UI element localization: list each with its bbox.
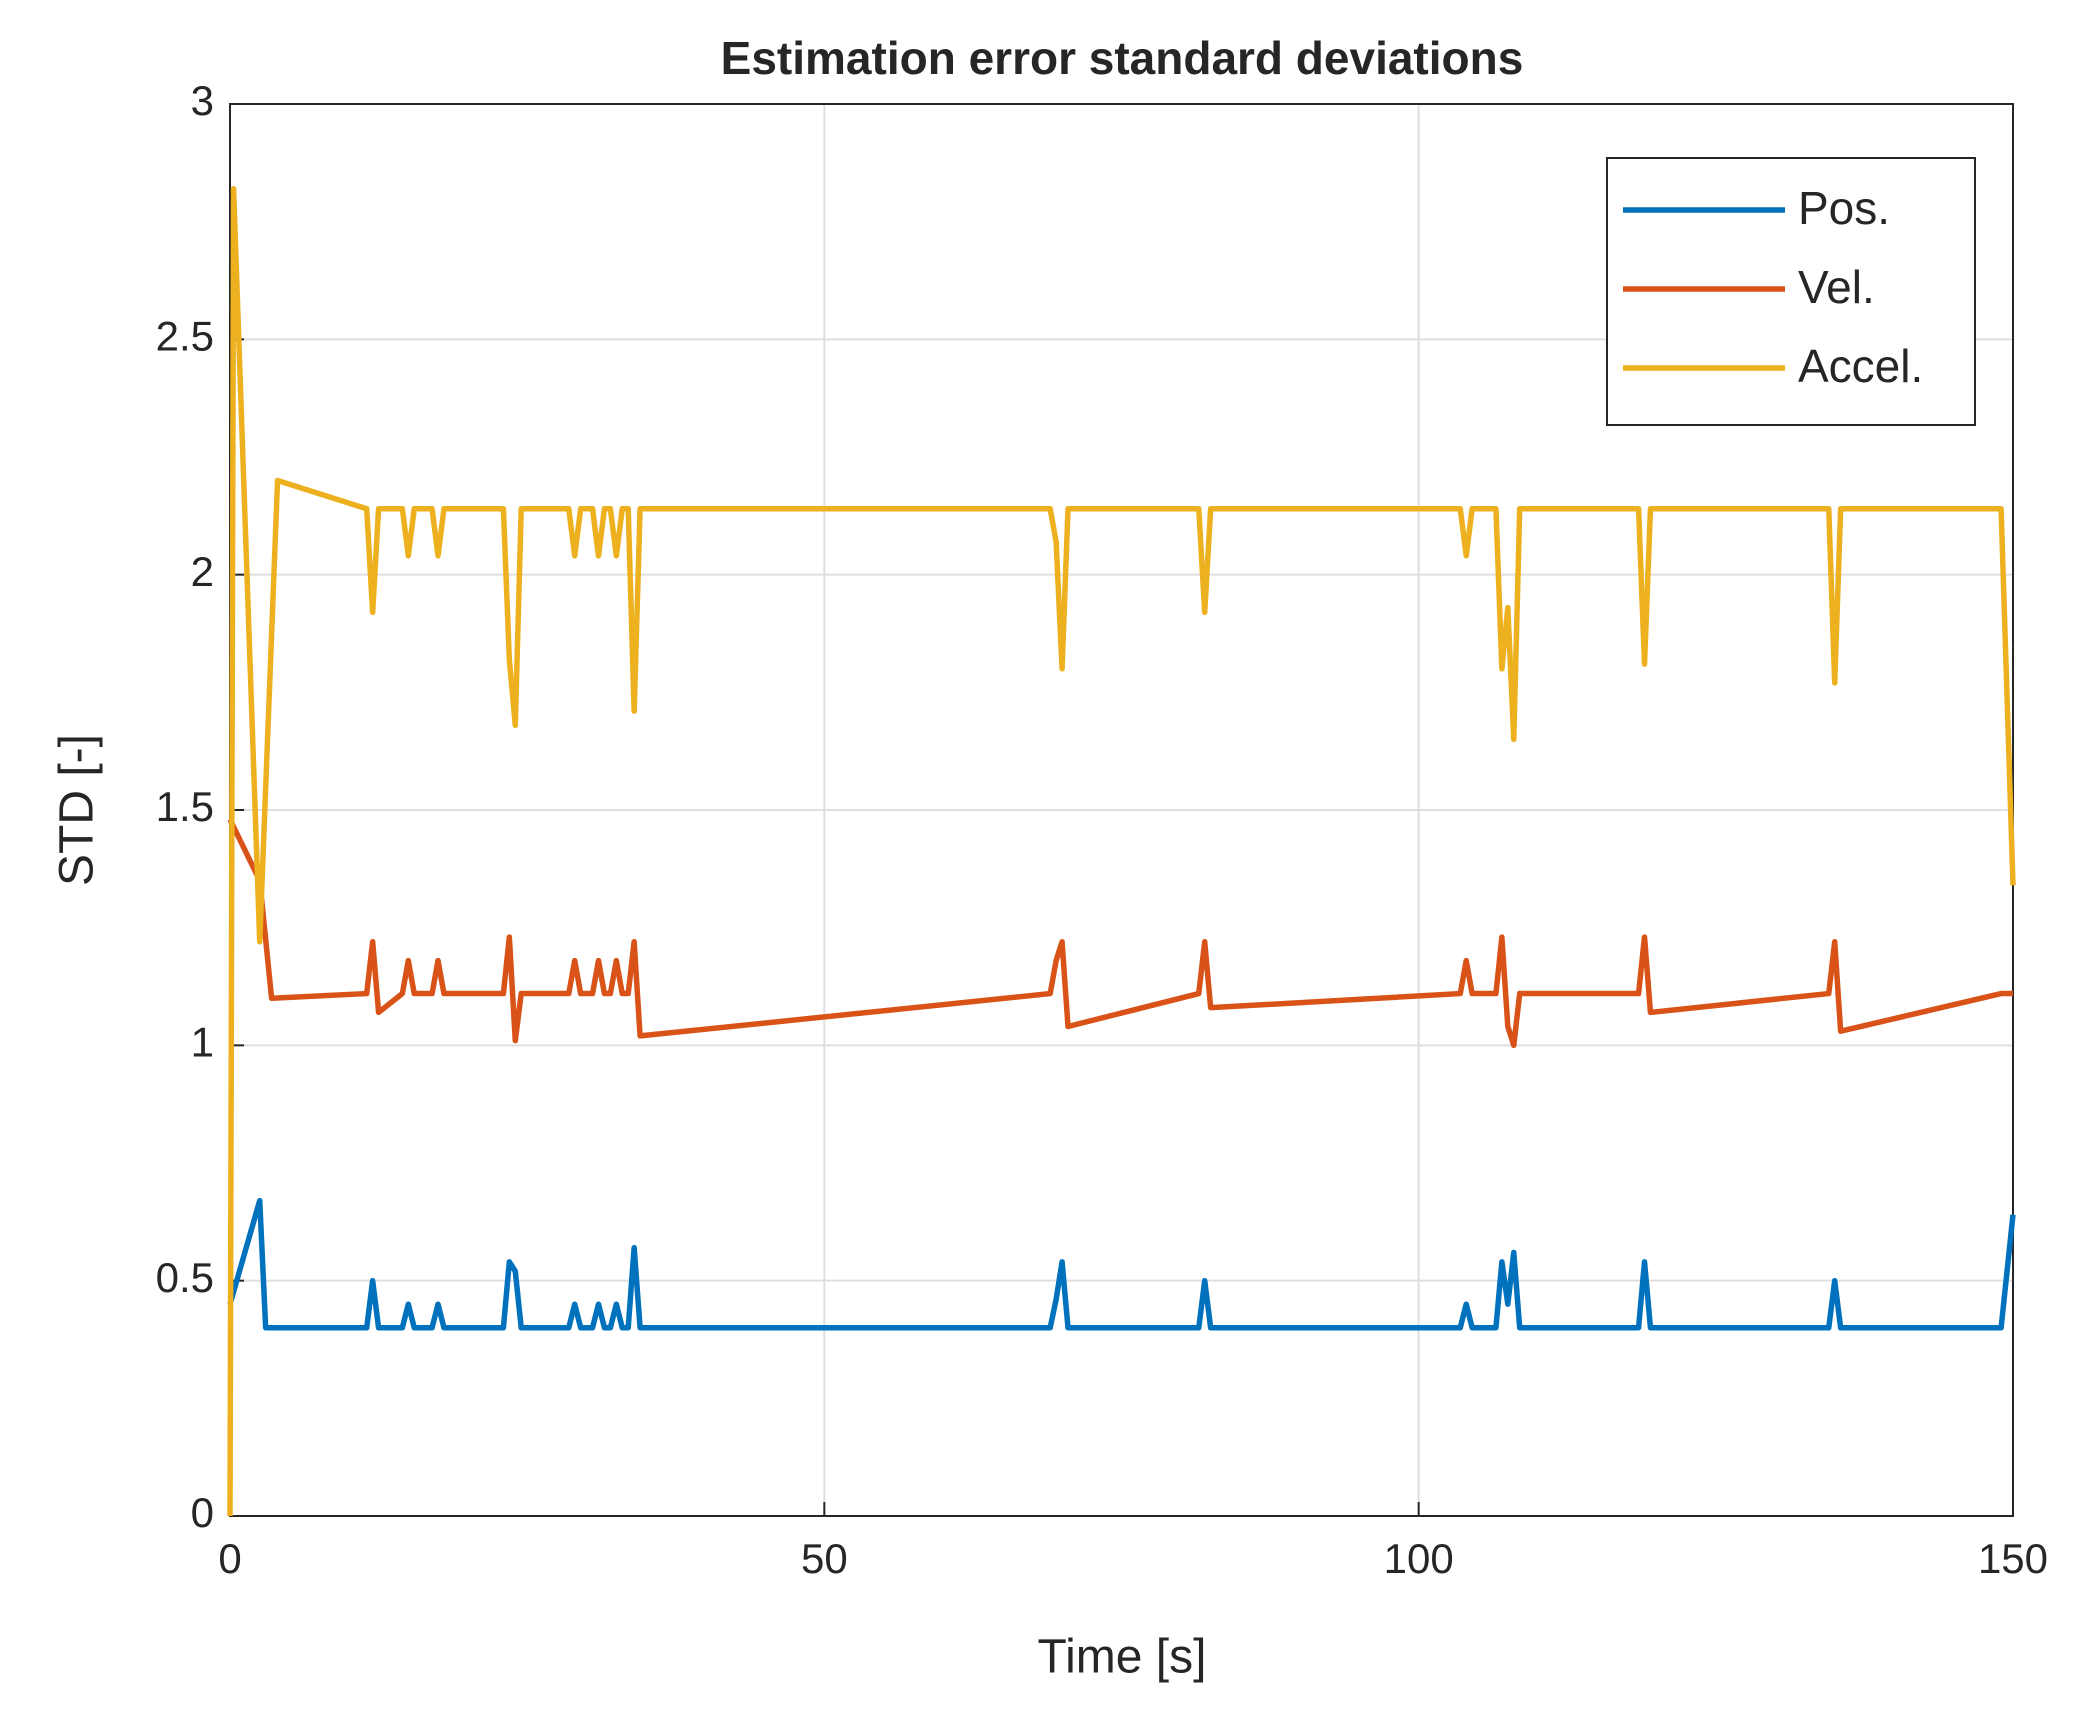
- x-axis-label: Time [s]: [1038, 1631, 1207, 1684]
- y-tick-label: 3: [191, 77, 214, 124]
- y-tick-label: 0.5: [156, 1254, 214, 1301]
- y-tick-label: 0: [191, 1489, 214, 1536]
- legend-label: Pos.: [1798, 182, 1890, 234]
- x-tick-label: 100: [1384, 1535, 1454, 1582]
- legend-label: Vel.: [1798, 261, 1875, 313]
- chart-title: Estimation error standard deviations: [721, 32, 1524, 84]
- legend-label: Accel.: [1798, 340, 1923, 392]
- x-tick-label: 150: [1978, 1535, 2048, 1582]
- y-tick-label: 2: [191, 548, 214, 595]
- y-tick-label: 1.5: [156, 783, 214, 830]
- x-tick-label: 0: [218, 1535, 241, 1582]
- y-tick-label: 2.5: [156, 312, 214, 359]
- y-tick-label: 1: [191, 1018, 214, 1065]
- y-axis-label: STD [-]: [51, 734, 104, 886]
- x-tick-label: 50: [801, 1535, 848, 1582]
- series-line: [227, 185, 2016, 1517]
- series-line: [227, 1197, 2016, 1331]
- series-line: [227, 818, 2013, 1049]
